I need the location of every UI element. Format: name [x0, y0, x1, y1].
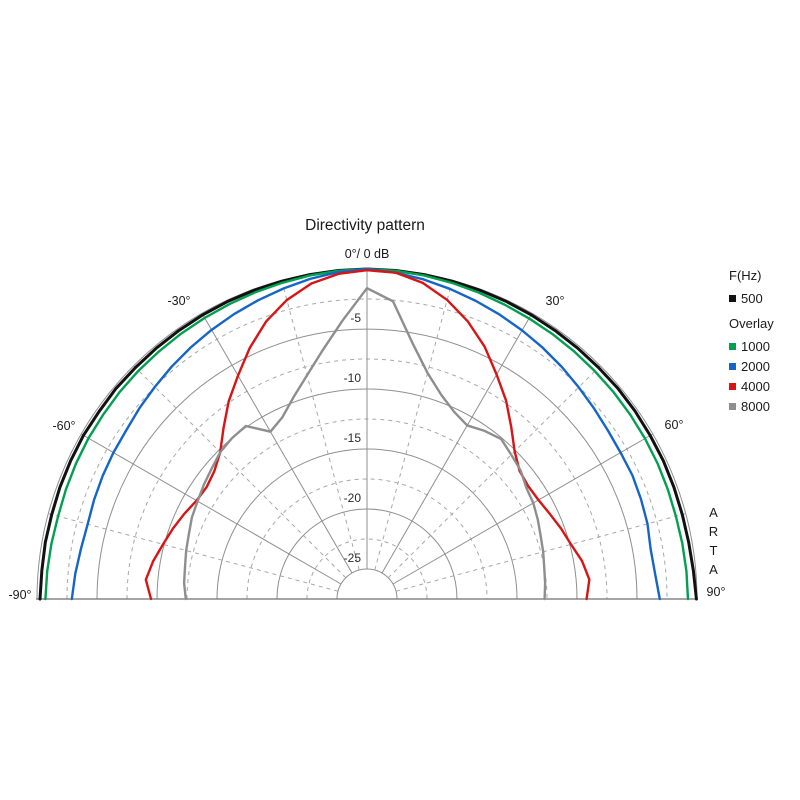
- grid-radial-dashed: [387, 365, 601, 579]
- grid-radial-dashed: [48, 513, 339, 592]
- legend-label-500: 500: [741, 290, 763, 306]
- legend-item-2000: 2000: [729, 356, 774, 376]
- angle-label-plus-60: 60°: [664, 418, 684, 432]
- legend-swatch-8000: [729, 402, 736, 410]
- legend-item-1000: 1000: [729, 336, 774, 356]
- legend: F(Hz) 500 Overlay 1000 2000 4000 8000: [729, 268, 774, 416]
- grid-ring-dashed: [66, 298, 668, 600]
- legend-label-4000: 4000: [741, 378, 770, 394]
- legend-item-8000: 8000: [729, 396, 774, 416]
- grid-radial-solid: [381, 312, 533, 574]
- series-curve-8000: [182, 287, 547, 601]
- db-tick-minus-25: -25: [343, 551, 361, 565]
- angle-label-plus-90: 90°: [706, 585, 726, 599]
- legend-swatch-4000: [729, 382, 736, 390]
- legend-item-500: 500: [729, 288, 774, 308]
- legend-swatch-2000: [729, 362, 736, 370]
- angle-label-minus-90: -90°: [8, 588, 32, 602]
- legend-label-8000: 8000: [741, 398, 770, 414]
- legend-frequency-header: F(Hz): [729, 268, 762, 283]
- chart-title: Directivity pattern: [305, 217, 425, 234]
- grid-radial-solid: [392, 433, 654, 585]
- series-curve-4000: [144, 269, 591, 601]
- grid-radial-dashed: [281, 280, 360, 571]
- angle-label-plus-30: 30°: [545, 294, 565, 308]
- db-tick-minus-15: -15: [343, 431, 361, 445]
- grid-radial-dashed: [395, 513, 686, 592]
- legend-swatch-500: [729, 294, 736, 302]
- legend-label-1000: 1000: [741, 338, 770, 354]
- series-curve-500: [38, 267, 698, 601]
- angle-label-minus-60: -60°: [52, 419, 76, 433]
- angle-label-minus-30: -30°: [167, 294, 191, 308]
- grid-ring-dashed: [306, 538, 428, 600]
- db-tick-minus-20: -20: [343, 491, 361, 505]
- grid-radial-dashed: [133, 365, 347, 579]
- legend-item-4000: 4000: [729, 376, 774, 396]
- zero-degree-zero-db-label: 0°/ 0 dB: [344, 247, 390, 261]
- grid-radial-solid: [201, 312, 353, 574]
- db-tick-minus-5: -5: [350, 311, 361, 325]
- legend-overlay-header: Overlay: [729, 316, 774, 331]
- grid-ring-dashed: [246, 478, 488, 600]
- grid-radial-dashed: [374, 280, 453, 571]
- grid-radial-solid: [80, 433, 342, 585]
- grid-ring-solid: [336, 568, 398, 600]
- legend-swatch-1000: [729, 342, 736, 350]
- db-tick-minus-10: -10: [343, 371, 361, 385]
- legend-label-2000: 2000: [741, 358, 770, 374]
- arta-watermark: ARTA: [708, 505, 719, 577]
